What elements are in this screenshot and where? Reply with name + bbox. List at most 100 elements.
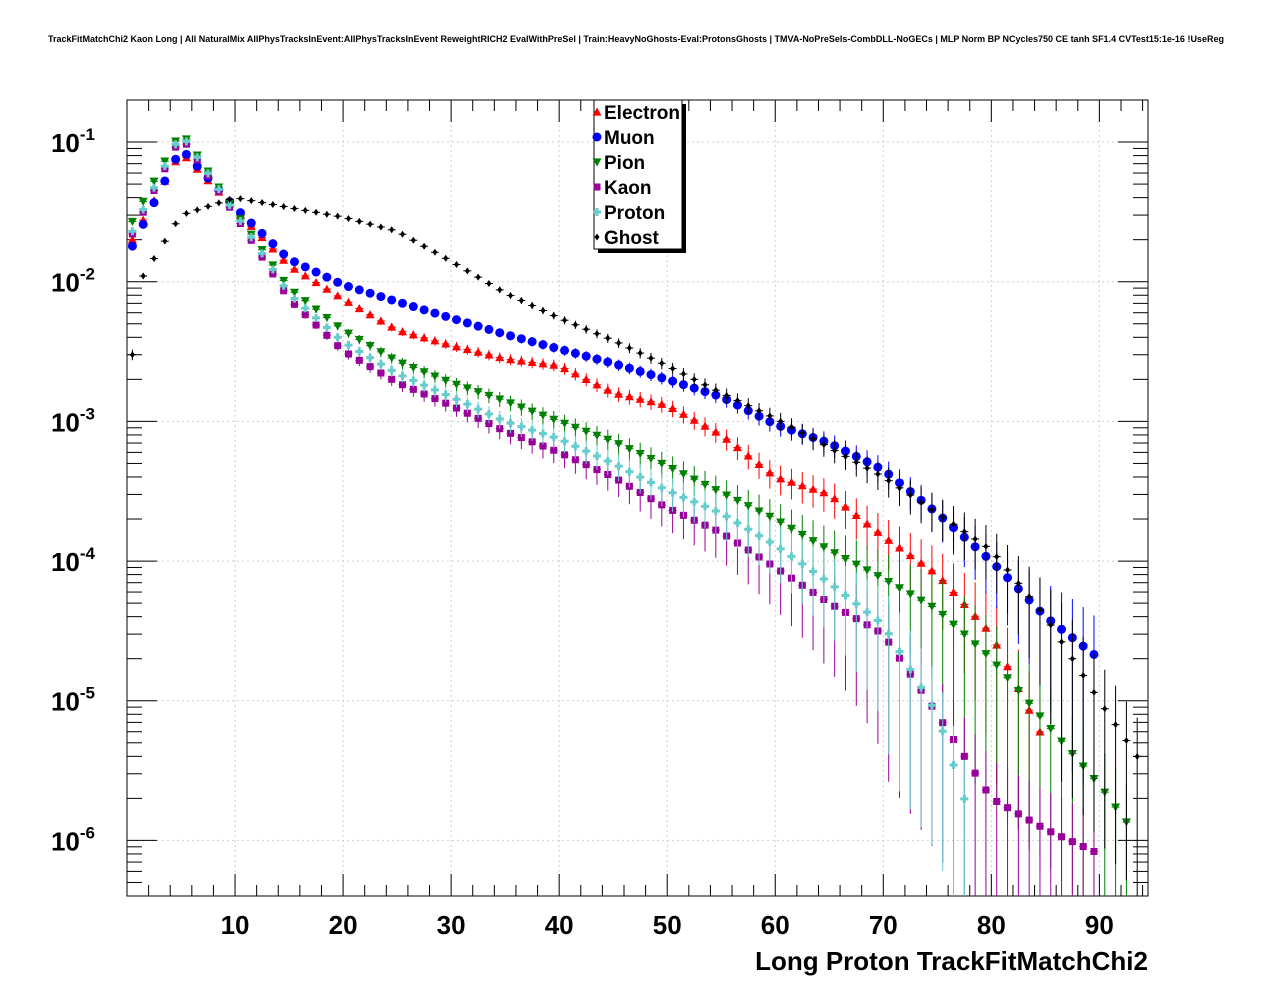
legend-entry-electron: Electron bbox=[592, 103, 680, 124]
data-point bbox=[517, 422, 526, 431]
data-point bbox=[376, 316, 386, 325]
data-point bbox=[205, 202, 211, 210]
data-point bbox=[1068, 838, 1076, 846]
data-point bbox=[473, 321, 483, 331]
data-point bbox=[560, 364, 570, 373]
data-point bbox=[343, 297, 353, 306]
data-point bbox=[408, 302, 418, 312]
x-tick-label: 80 bbox=[977, 910, 1006, 940]
data-point bbox=[289, 264, 299, 273]
data-point bbox=[365, 288, 375, 298]
data-point bbox=[819, 488, 829, 497]
data-point bbox=[516, 334, 526, 344]
data-point bbox=[786, 524, 796, 533]
data-point bbox=[583, 325, 589, 333]
data-point bbox=[1003, 674, 1013, 683]
data-point bbox=[1102, 705, 1108, 713]
data-point bbox=[354, 335, 364, 344]
data-point bbox=[905, 590, 915, 599]
data-point bbox=[810, 435, 816, 443]
data-point bbox=[452, 342, 462, 351]
data-point bbox=[302, 206, 308, 214]
data-point bbox=[301, 311, 309, 319]
data-point bbox=[1058, 833, 1066, 841]
data-point bbox=[603, 357, 613, 367]
data-point bbox=[1004, 804, 1012, 812]
data-point bbox=[225, 201, 234, 210]
data-point bbox=[432, 248, 438, 256]
data-point bbox=[938, 610, 948, 619]
data-point bbox=[1024, 699, 1034, 708]
data-point bbox=[680, 370, 686, 378]
data-point bbox=[354, 303, 364, 313]
data-point bbox=[722, 434, 732, 443]
data-point bbox=[906, 665, 915, 674]
data-point bbox=[464, 267, 470, 275]
y-tick-label: 10-6 bbox=[51, 823, 95, 856]
data-point bbox=[506, 399, 516, 408]
legend-label: Muon bbox=[604, 128, 655, 149]
x-tick-label: 40 bbox=[545, 910, 574, 940]
data-point bbox=[884, 629, 893, 638]
data-point bbox=[765, 512, 775, 521]
data-point bbox=[311, 267, 321, 277]
data-point bbox=[506, 355, 516, 364]
data-point bbox=[497, 286, 503, 294]
data-point bbox=[268, 261, 278, 270]
data-point bbox=[624, 363, 634, 373]
data-point bbox=[257, 228, 267, 238]
data-point bbox=[864, 464, 870, 472]
data-point bbox=[895, 647, 904, 656]
data-point bbox=[279, 255, 289, 264]
data-point bbox=[754, 507, 764, 516]
data-point bbox=[452, 395, 461, 404]
data-point bbox=[495, 414, 504, 423]
data-point bbox=[938, 727, 947, 736]
data-point bbox=[237, 195, 243, 203]
data-point bbox=[388, 375, 396, 383]
data-point bbox=[376, 360, 385, 369]
data-point bbox=[193, 153, 202, 162]
data-point bbox=[376, 348, 386, 357]
data-point bbox=[300, 297, 310, 306]
data-point bbox=[289, 257, 299, 267]
legend-label: Pion bbox=[604, 153, 645, 174]
data-point bbox=[398, 298, 408, 308]
data-point bbox=[1069, 655, 1075, 663]
data-point bbox=[508, 292, 514, 300]
data-point bbox=[884, 535, 894, 544]
data-point bbox=[713, 386, 719, 394]
data-point bbox=[863, 608, 872, 617]
data-point bbox=[624, 445, 634, 454]
data-point bbox=[905, 551, 915, 560]
data-point bbox=[970, 640, 980, 649]
data-point bbox=[722, 512, 731, 521]
data-point bbox=[333, 291, 343, 300]
data-point bbox=[311, 277, 321, 287]
data-point bbox=[776, 474, 786, 483]
data-point bbox=[971, 769, 979, 777]
data-point bbox=[495, 395, 505, 404]
data-point bbox=[356, 217, 362, 225]
data-point bbox=[657, 483, 666, 492]
data-point bbox=[636, 472, 645, 481]
data-point bbox=[733, 518, 742, 527]
data-point bbox=[897, 484, 903, 492]
legend-entry-pion: Pion bbox=[592, 153, 645, 174]
data-point bbox=[560, 345, 570, 355]
data-point bbox=[550, 446, 558, 454]
data-point bbox=[873, 572, 883, 581]
data-point bbox=[635, 450, 645, 459]
data-point bbox=[886, 477, 892, 485]
data-point bbox=[851, 510, 861, 520]
data-point bbox=[538, 429, 547, 438]
data-point bbox=[592, 380, 602, 389]
data-point bbox=[832, 446, 838, 454]
data-point bbox=[192, 161, 202, 171]
data-point bbox=[1134, 752, 1140, 760]
data-point bbox=[463, 400, 472, 409]
data-point bbox=[635, 366, 645, 376]
data-point bbox=[322, 323, 331, 332]
